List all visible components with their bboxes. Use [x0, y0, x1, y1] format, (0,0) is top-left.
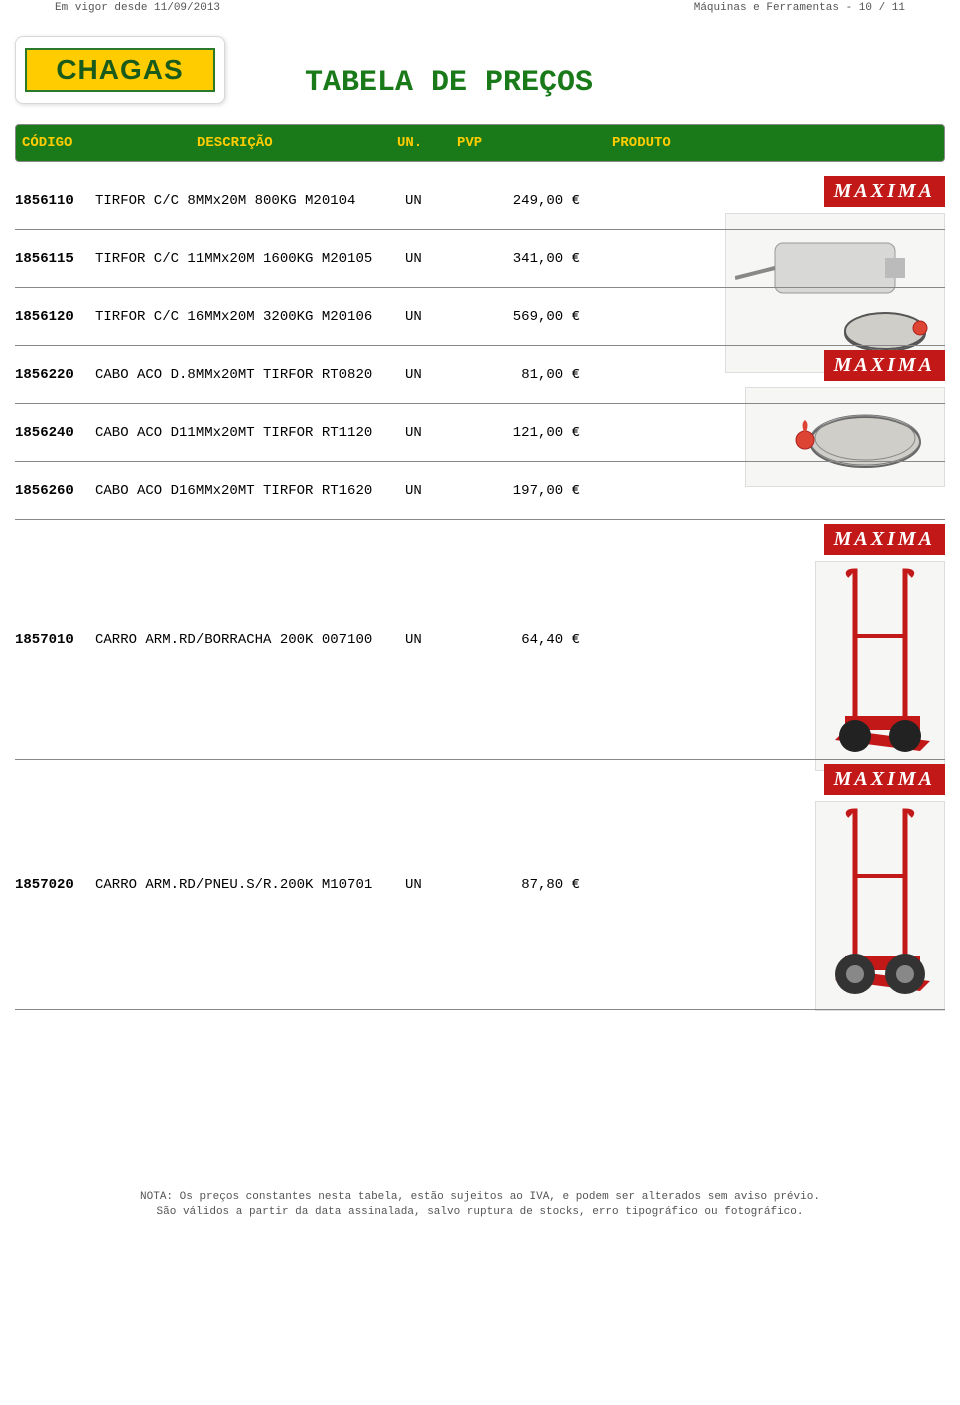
cell-desc: CABO ACO D11MMx20MT TIRFOR RT1120	[95, 425, 405, 441]
cell-un: UN	[405, 309, 450, 325]
group-cart1: MAXIMA 1857010 CARRO ARM.RD/BORRACHA 200…	[15, 520, 945, 760]
cell-un: UN	[405, 425, 450, 441]
cell-pvp: 81,00 €	[450, 367, 580, 383]
table-row: 1856260 CABO ACO D16MMx20MT TIRFOR RT162…	[15, 462, 945, 520]
cell-code: 1857010	[15, 632, 95, 648]
cell-un: UN	[405, 483, 450, 499]
table-row: 1856115 TIRFOR C/C 11MMx20M 1600KG M2010…	[15, 230, 945, 288]
cell-desc: CARRO ARM.RD/BORRACHA 200K 007100	[95, 632, 405, 648]
cell-code: 1856260	[15, 483, 95, 499]
cell-code: 1856110	[15, 193, 95, 209]
group-cabo: MAXIMA 1856220 CABO ACO D.8MMx20MT TIRFO…	[15, 346, 945, 520]
cell-un: UN	[405, 632, 450, 648]
cell-pvp: 87,80 €	[450, 877, 580, 893]
footer-note: NOTA: Os preços constantes nesta tabela,…	[15, 1190, 945, 1221]
group-cart2: MAXIMA 1857020 CARRO ARM.RD/PNEU.S/R.200…	[15, 760, 945, 1010]
table-row: 1857020 CARRO ARM.RD/PNEU.S/R.200K M1070…	[15, 760, 945, 1010]
cell-desc: TIRFOR C/C 16MMx20M 3200KG M20106	[95, 309, 405, 325]
table-row: 1857010 CARRO ARM.RD/BORRACHA 200K 00710…	[15, 520, 945, 760]
footer-line2: São válidos a partir da data assinalada,…	[15, 1205, 945, 1220]
cell-un: UN	[405, 251, 450, 267]
table-row: 1856240 CABO ACO D11MMx20MT TIRFOR RT112…	[15, 404, 945, 462]
header-descricao: DESCRIÇÃO	[197, 135, 397, 151]
header-pvp: PVP	[457, 135, 612, 151]
cell-code: 1856120	[15, 309, 95, 325]
page-info: Máquinas e Ferramentas - 10 / 11	[694, 2, 905, 14]
cell-un: UN	[405, 877, 450, 893]
cell-code: 1856240	[15, 425, 95, 441]
header-codigo: CÓDIGO	[22, 135, 197, 151]
table-header: CÓDIGO DESCRIÇÃO UN. PVP PRODUTO	[15, 124, 945, 162]
cell-desc: TIRFOR C/C 8MMx20M 800KG M20104	[95, 193, 405, 209]
footer-line1: NOTA: Os preços constantes nesta tabela,…	[15, 1190, 945, 1205]
header-produto: PRODUTO	[612, 135, 938, 151]
cell-pvp: 121,00 €	[450, 425, 580, 441]
table-row: 1856220 CABO ACO D.8MMx20MT TIRFOR RT082…	[15, 346, 945, 404]
cell-code: 1856220	[15, 367, 95, 383]
logo: CHAGAS	[25, 48, 215, 92]
cell-pvp: 64,40 €	[450, 632, 580, 648]
cell-un: UN	[405, 367, 450, 383]
page-title: TABELA DE PREÇOS	[225, 66, 945, 104]
table-row: 1856110 TIRFOR C/C 8MMx20M 800KG M20104 …	[15, 172, 945, 230]
cell-desc: TIRFOR C/C 11MMx20M 1600KG M20105	[95, 251, 405, 267]
cell-pvp: 569,00 €	[450, 309, 580, 325]
table-row: 1856120 TIRFOR C/C 16MMx20M 3200KG M2010…	[15, 288, 945, 346]
cell-code: 1856115	[15, 251, 95, 267]
cell-code: 1857020	[15, 877, 95, 893]
cell-un: UN	[405, 193, 450, 209]
logo-container: CHAGAS	[15, 36, 225, 104]
cell-desc: CARRO ARM.RD/PNEU.S/R.200K M10701	[95, 877, 405, 893]
top-meta-bar: Em vigor desde 11/09/2013 Máquinas e Fer…	[15, 0, 945, 16]
effective-date: Em vigor desde 11/09/2013	[55, 2, 220, 14]
cell-pvp: 197,00 €	[450, 483, 580, 499]
cell-desc: CABO ACO D16MMx20MT TIRFOR RT1620	[95, 483, 405, 499]
header-un: UN.	[397, 135, 457, 151]
cell-pvp: 341,00 €	[450, 251, 580, 267]
cell-desc: CABO ACO D.8MMx20MT TIRFOR RT0820	[95, 367, 405, 383]
group-tirfor: MAXIMA 1856110 TIRFOR C/C 8MMx20M 800KG …	[15, 172, 945, 346]
header-row: CHAGAS TABELA DE PREÇOS	[15, 36, 945, 104]
cell-pvp: 249,00 €	[450, 193, 580, 209]
